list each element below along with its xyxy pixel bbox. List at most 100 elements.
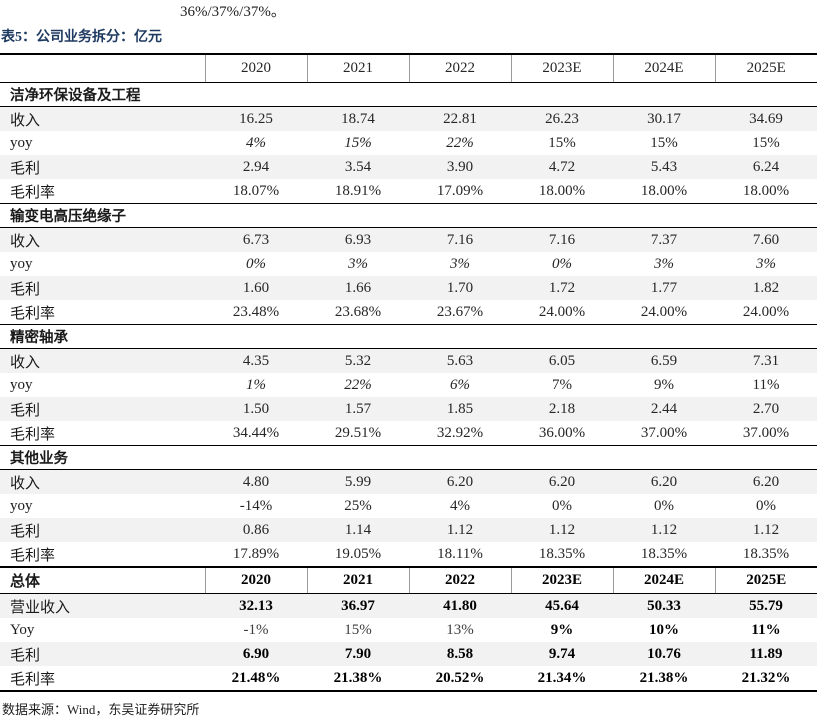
value-cell: 11% (752, 376, 780, 393)
row-label: yoy (10, 497, 33, 514)
year-header-cell: 2023E (510, 566, 613, 594)
value-cell: 45.64 (545, 597, 579, 614)
value-cell: 1.77 (650, 279, 678, 296)
value-cell: 18.74 (341, 110, 375, 127)
value-cell: 50.33 (647, 597, 681, 614)
value-cell: 4.72 (548, 158, 576, 175)
table-row: 收入 4.35 5.32 5.63 6.05 6.59 7.31 (0, 348, 817, 373)
value-cell: 1.82 (752, 279, 780, 296)
value-cell: 22% (446, 134, 474, 151)
value-cell: 7.16 (446, 231, 474, 248)
value-cell: 32.13 (239, 597, 273, 614)
table-row: 收入 6.73 6.93 7.16 7.16 7.37 7.60 (0, 227, 817, 252)
value-cell: 6.59 (650, 352, 678, 369)
value-cell: 1.57 (344, 400, 372, 417)
section-header: 精密轴承 (0, 324, 817, 349)
row-label: 毛利 (10, 647, 41, 664)
table-row: Yoy -1% 15% 13% 9% 10% 11% (0, 618, 817, 642)
value-cell: 6.20 (548, 473, 576, 490)
value-cell: 18.91% (307, 179, 409, 204)
row-label: 收入 (10, 233, 41, 250)
value-cell: 1.60 (242, 279, 270, 296)
value-cell: 18.00% (613, 179, 715, 204)
value-cell: 16.25 (239, 110, 273, 127)
value-cell: 18.35% (511, 542, 613, 568)
value-cell: 24.00% (715, 300, 817, 325)
value-cell: 1.14 (344, 521, 372, 538)
year-header-cell: 2023E (510, 54, 613, 83)
value-cell: 10% (649, 621, 679, 638)
value-cell: 6.90 (242, 645, 270, 662)
value-cell: 2.18 (548, 400, 576, 417)
value-cell: 4% (450, 497, 470, 514)
value-cell: 6.24 (752, 158, 780, 175)
row-label: yoy (10, 134, 33, 151)
value-cell: 3% (450, 255, 470, 272)
section-header-row: 洁净环保设备及工程 (0, 82, 817, 107)
value-cell: 24.00% (613, 300, 715, 325)
value-cell: 23.68% (307, 300, 409, 325)
value-cell: 18.35% (715, 542, 817, 568)
value-cell: 4.80 (242, 473, 270, 490)
value-cell: 17.09% (409, 179, 511, 204)
value-cell: 1.70 (446, 279, 474, 296)
row-label: 毛利率 (0, 542, 205, 568)
table-row: yoy 4% 15% 22% 15% 15% 15% (0, 131, 817, 155)
value-cell: 18.00% (511, 179, 613, 204)
table-row: yoy 1% 22% 6% 7% 9% 11% (0, 373, 817, 397)
value-cell: 7.60 (752, 231, 780, 248)
table-row: 毛利 2.94 3.54 3.90 4.72 5.43 6.24 (0, 155, 817, 179)
year-header-cell: 2021 (306, 54, 409, 83)
value-cell: 37.00% (715, 421, 817, 446)
value-cell: 0% (552, 255, 572, 272)
table-row: 毛利率 17.89% 19.05% 18.11% 18.35% 18.35% 18.35% (0, 542, 817, 568)
value-cell: 21.32% (741, 669, 791, 686)
row-label: 营业收入 (10, 599, 71, 616)
value-cell: 8.58 (446, 645, 474, 662)
section-header-row: 输变电高压绝缘子 (0, 203, 817, 228)
intro-text: 36%/37%/37%。 (180, 4, 286, 20)
table-row: 毛利率 23.48% 23.68% 23.67% 24.00% 24.00% 24.00% (0, 300, 817, 325)
value-cell: 0% (552, 497, 572, 514)
value-cell: 37.00% (613, 421, 715, 446)
value-cell: 3% (654, 255, 674, 272)
row-label: 毛利 (10, 160, 41, 177)
row-label: 毛利 (10, 523, 41, 540)
year-header-cell: 2025E (714, 566, 817, 594)
value-cell: 5.99 (344, 473, 372, 490)
value-cell: 20.52% (435, 669, 485, 686)
value-cell: 1.12 (752, 521, 780, 538)
value-cell: 4.35 (242, 352, 270, 369)
value-cell: 17.89% (205, 542, 307, 568)
business-split-table: 2020 2021 2022 2023E 2024E 2025E 洁净环保设备及工程 收入 16… (0, 53, 817, 692)
value-cell: 1.12 (548, 521, 576, 538)
value-cell: 24.00% (511, 300, 613, 325)
value-cell: -1% (243, 621, 269, 638)
row-label: 收入 (10, 475, 41, 492)
row-label: 毛利 (10, 281, 41, 298)
value-cell: 21.38% (333, 669, 383, 686)
value-cell: 3% (348, 255, 368, 272)
value-cell: 13% (446, 621, 474, 638)
value-cell: 9% (654, 376, 674, 393)
value-cell: 6.73 (242, 231, 270, 248)
value-cell: 9% (550, 621, 574, 638)
value-cell: 23.67% (409, 300, 511, 325)
section-header-row: 精密轴承 (0, 324, 817, 349)
value-cell: 1.72 (548, 279, 576, 296)
value-cell: 21.48% (231, 669, 281, 686)
value-cell: 26.23 (545, 110, 579, 127)
table-row: 收入 16.25 18.74 22.81 26.23 30.17 34.69 (0, 106, 817, 131)
table-row: 毛利 6.90 7.90 8.58 9.74 10.76 11.89 (0, 642, 817, 666)
value-cell: 55.79 (749, 597, 783, 614)
value-cell: 3% (756, 255, 776, 272)
value-cell: 18.35% (613, 542, 715, 568)
value-cell: 34.44% (205, 421, 307, 446)
table-row: 收入 4.80 5.99 6.20 6.20 6.20 6.20 (0, 469, 817, 494)
value-cell: 1.12 (446, 521, 474, 538)
table-row: yoy -14% 25% 4% 0% 0% 0% (0, 494, 817, 518)
value-cell: 21.34% (537, 669, 587, 686)
row-label: 毛利率 (0, 300, 205, 325)
value-cell: 15% (548, 134, 576, 151)
year-header-cell: 2024E (612, 566, 715, 594)
